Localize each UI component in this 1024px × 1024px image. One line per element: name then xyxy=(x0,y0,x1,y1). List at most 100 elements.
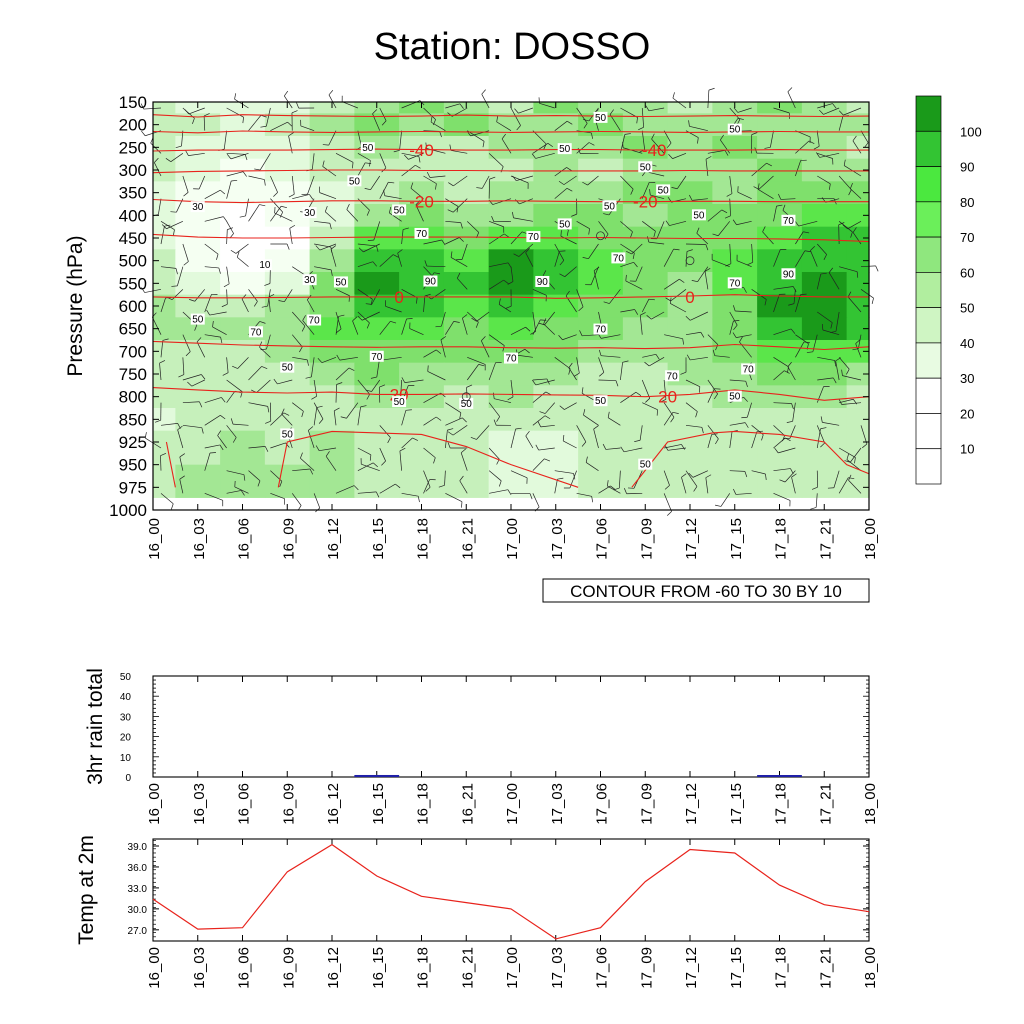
rh-cell xyxy=(399,340,445,364)
wind-barb xyxy=(598,379,616,381)
wind-barb xyxy=(460,452,468,471)
wind-barb-feather xyxy=(578,306,584,312)
wind-barb xyxy=(379,107,387,121)
wind-barb-feather xyxy=(230,249,237,254)
wind-barb-feather xyxy=(835,357,841,362)
wind-barb-feather xyxy=(216,254,219,260)
wind-barb xyxy=(562,334,577,341)
wind-barb-feather xyxy=(154,157,159,163)
rh-contour-label: 50 xyxy=(595,113,607,124)
rh-cell xyxy=(846,340,870,364)
wind-barb xyxy=(408,153,424,160)
wind-barb-feather xyxy=(855,339,861,344)
wind-barb xyxy=(410,187,424,199)
wind-barb xyxy=(564,402,577,410)
wind-barb-feather xyxy=(447,442,451,449)
wind-barb xyxy=(307,430,315,449)
wind-barb xyxy=(292,356,308,361)
temperature-contour-line xyxy=(152,169,869,174)
wind-barb xyxy=(481,94,490,109)
wind-barb xyxy=(791,477,796,494)
wind-barb-feather xyxy=(476,187,483,189)
rh-cell xyxy=(264,362,311,386)
rh-cell xyxy=(622,136,669,160)
rh-cell xyxy=(757,136,803,160)
rh-cell xyxy=(443,181,490,205)
wind-barb-feather xyxy=(498,298,501,305)
wind-barb-feather xyxy=(232,437,237,443)
wind-barb xyxy=(277,379,293,385)
wind-barb xyxy=(204,216,224,222)
rh-cell xyxy=(153,430,176,466)
rh-cell xyxy=(153,294,176,318)
wind-barb xyxy=(177,266,184,286)
wind-barb xyxy=(642,353,657,358)
wind-barb-feather xyxy=(573,372,580,377)
wind-barb-feather xyxy=(220,189,226,195)
rh-cell xyxy=(399,249,445,273)
wind-barb xyxy=(384,195,402,200)
wind-barb-feather xyxy=(493,419,497,426)
wind-barb xyxy=(773,249,781,267)
x-tick-label: 17_18 xyxy=(773,783,790,825)
wind-barb-feather xyxy=(410,182,414,189)
wind-barb-feather xyxy=(231,179,238,182)
rh-cell xyxy=(801,430,848,466)
wind-barb-feather xyxy=(507,281,514,285)
wind-barb-feather xyxy=(281,408,285,415)
rh-cell xyxy=(220,362,266,386)
wind-barb-feather xyxy=(201,427,204,434)
rh-cell xyxy=(622,272,669,296)
rh-cell xyxy=(443,385,490,409)
wind-barb xyxy=(620,309,635,313)
wind-barb-feather xyxy=(236,251,240,258)
wind-barb-feather xyxy=(850,231,853,238)
wind-barb-feather xyxy=(405,409,412,411)
rh-contour-label-bg xyxy=(360,142,375,154)
rain-chart-frame xyxy=(152,675,870,778)
wind-barb xyxy=(467,221,479,233)
rh-cell xyxy=(578,226,624,250)
rh-cell xyxy=(801,317,848,341)
wind-barb-feather xyxy=(375,491,380,498)
wind-barb xyxy=(795,294,801,313)
wind-barb-feather xyxy=(838,110,844,116)
wind-barb xyxy=(204,189,221,199)
wind-barb xyxy=(860,130,869,143)
rh-cell xyxy=(443,317,490,341)
wind-barb-feather xyxy=(365,162,372,164)
wind-barb xyxy=(860,289,874,299)
wind-barb xyxy=(576,357,580,374)
wind-barb xyxy=(588,243,599,259)
wind-barb xyxy=(773,206,777,222)
wind-barb xyxy=(342,101,359,109)
rh-cell xyxy=(712,158,758,182)
colorbar-box xyxy=(915,130,942,167)
wind-barb xyxy=(488,362,496,381)
wind-barb-feather xyxy=(232,365,238,369)
wind-barb xyxy=(642,402,658,410)
wind-barb-feather xyxy=(790,328,796,334)
wind-barb-feather xyxy=(581,387,584,394)
wind-barb xyxy=(182,424,202,429)
rh-cell xyxy=(622,408,669,432)
wind-barb xyxy=(568,367,577,381)
rh-cell xyxy=(846,113,870,137)
rh-cell xyxy=(578,181,624,205)
wind-barb xyxy=(685,130,699,138)
wind-barb xyxy=(576,221,590,229)
wind-barb-feather xyxy=(475,322,479,328)
rh-cell xyxy=(399,136,445,160)
wind-barb-feather xyxy=(265,420,271,424)
y-tick-label: 750 xyxy=(119,365,147,384)
wind-barb-feather xyxy=(644,361,650,367)
wind-barb-feather xyxy=(615,380,619,387)
wind-barb-feather xyxy=(496,115,499,122)
x-tick-label: 16_03 xyxy=(191,783,208,825)
wind-barb xyxy=(182,374,202,381)
wind-barb-feather xyxy=(828,267,834,273)
wind-barb xyxy=(150,142,162,154)
wind-barb-feather xyxy=(843,159,846,166)
wind-barb xyxy=(226,229,228,245)
wind-barb-feather xyxy=(609,109,614,115)
